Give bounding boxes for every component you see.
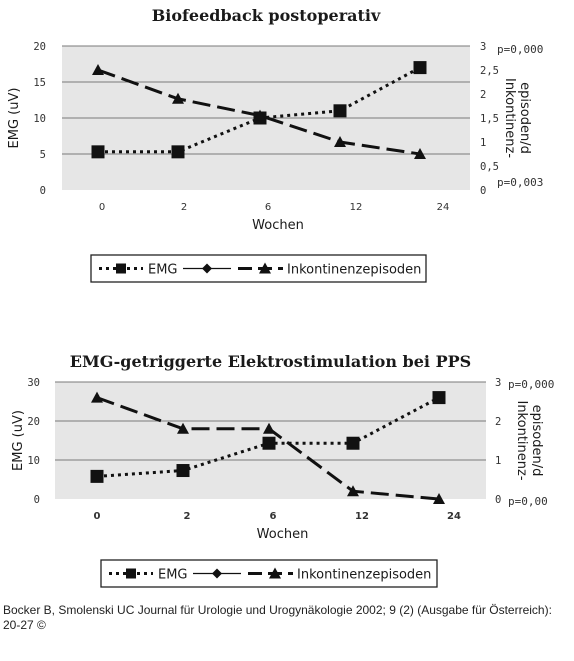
inkontinenz-marker: [254, 109, 266, 121]
chart-biofeedback: Biofeedback postoperativ 0 5 10 15 20 0 0,5 1 1,5…: [0, 0, 574, 300]
emg-marker: [91, 145, 105, 159]
legend-inkontinenz-marker: [259, 262, 271, 274]
inkontinenz-marker: [433, 493, 445, 504]
y-tick-label: 30: [27, 377, 40, 389]
y2-tick-label: 2,5: [480, 65, 499, 77]
emg-marker: [176, 464, 190, 478]
chart-elektrostimulation-svg: EMG-getriggerte Elektrostimulation bei P…: [11, 352, 554, 588]
y-axis-label: EMG (uV): [11, 410, 26, 471]
y2-tick-label: 3: [480, 41, 486, 53]
legend-label-emg: EMG: [148, 263, 178, 278]
y2-tick-label: 2: [480, 89, 486, 101]
emg-marker: [413, 61, 427, 75]
legend: EMG Inkontinenzepisoden: [90, 254, 427, 283]
inkontinenz-marker: [177, 422, 189, 434]
legend-inkontinenz-marker: [269, 567, 281, 579]
legend-diamond-marker: [202, 263, 212, 274]
y-tick-label: 20: [27, 416, 40, 428]
emg-marker: [171, 145, 185, 159]
y2-axis-label-line2: episoden/d: [529, 405, 544, 477]
x-tick-label: 24: [437, 202, 450, 213]
y2-axis-label-line1: Inkontinenz-: [502, 78, 517, 158]
y2-axis-label-line2: episoden/d: [517, 82, 532, 154]
emg-marker: [346, 436, 360, 450]
emg-marker: [90, 469, 104, 483]
y-tick-label: 0: [40, 185, 46, 197]
legend-diamond-marker: [212, 568, 222, 579]
inkontinenz-marker: [263, 422, 275, 434]
x-axis-label: Wochen: [252, 218, 304, 233]
y2-tick-label: 1: [480, 137, 486, 149]
y-tick-label: 5: [40, 149, 46, 161]
y2-tick-label: 1: [495, 455, 501, 467]
x-tick-label: 2: [181, 202, 187, 213]
legend-label-emg: EMG: [158, 568, 188, 583]
x-tick-label: 6: [265, 202, 271, 213]
chart-title: EMG-getriggerte Elektrostimulation bei P…: [70, 352, 471, 371]
citation-text: Bocker B, Smolenski UC Journal für Urolo…: [3, 603, 552, 632]
emg-marker: [333, 104, 347, 118]
legend: EMG Inkontinenzepisoden: [100, 559, 438, 588]
legend-box: [100, 559, 438, 588]
y-tick-label: 10: [33, 113, 46, 125]
p-value-label: p=0,00: [508, 495, 548, 508]
x-tick-label: 6: [270, 511, 277, 522]
x-tick-label: 0: [94, 511, 101, 522]
y2-tick-label: 1,5: [480, 113, 499, 125]
x-axis-label: Wochen: [257, 527, 309, 542]
y-tick-label: 20: [33, 41, 46, 53]
inkontinenz-marker: [347, 485, 359, 497]
chart-title: Biofeedback postoperativ: [152, 6, 381, 25]
y2-tick-label: 0: [495, 494, 501, 506]
legend-label-inkontinenz: Inkontinenzepisoden: [297, 568, 431, 583]
y-tick-label: 15: [33, 77, 46, 89]
chart-biofeedback-svg: Biofeedback postoperativ0510152000,511,5…: [7, 6, 543, 283]
chart-elektrostimulation: EMG-getriggerte Elektrostimulation bei P…: [0, 345, 574, 595]
p-value-label: p=0,003: [497, 176, 543, 189]
x-tick-label: 2: [184, 511, 191, 522]
inkontinenz-marker: [92, 64, 104, 75]
y2-tick-label: 0,5: [480, 161, 499, 173]
emg-marker: [262, 436, 276, 450]
y-tick-label: 10: [27, 455, 40, 467]
x-tick-label: 12: [350, 202, 363, 213]
y2-tick-label: 3: [495, 377, 501, 389]
legend-label-inkontinenz: Inkontinenzepisoden: [287, 263, 421, 278]
inkontinenz-marker: [172, 92, 184, 104]
p-value-label: p=0,000: [508, 378, 554, 391]
legend-emg-marker: [116, 263, 126, 274]
x-tick-label: 0: [99, 202, 105, 213]
emg-marker: [432, 391, 446, 405]
legend-emg-marker: [126, 568, 136, 579]
p-value-label: p=0,000: [497, 43, 543, 56]
y-axis-label: EMG (uV): [7, 88, 22, 149]
x-tick-label: 24: [447, 511, 461, 522]
inkontinenz-marker: [91, 391, 103, 403]
y2-tick-label: 2: [495, 416, 501, 428]
y2-tick-label: 0: [480, 185, 486, 197]
y2-axis-label-line1: Inkontinenz-: [514, 400, 529, 480]
series-line-inkontinenz: [97, 68, 421, 156]
x-tick-label: 12: [355, 511, 369, 522]
inkontinenz-marker: [414, 148, 426, 159]
inkontinenz-marker: [334, 136, 346, 147]
y-tick-label: 0: [34, 494, 40, 506]
